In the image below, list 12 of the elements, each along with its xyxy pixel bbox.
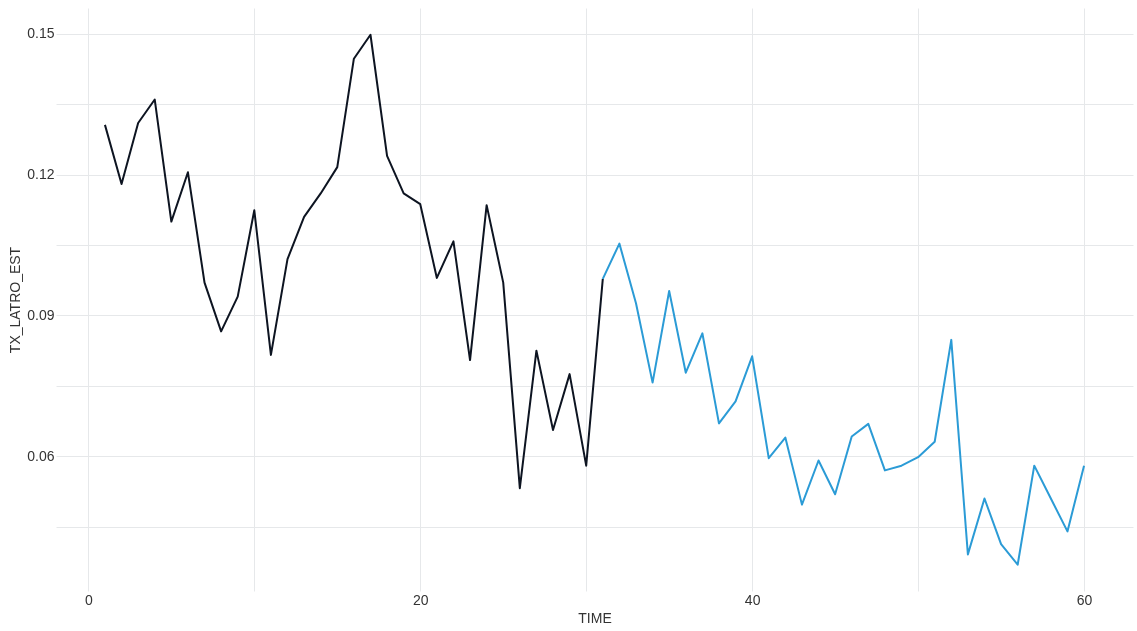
y-axis-title: TX_LATRO_EST xyxy=(7,246,24,354)
y-tick-label: 0.12 xyxy=(27,166,55,183)
line-series xyxy=(103,33,604,490)
y-tick-label: 0.06 xyxy=(27,447,55,464)
x-tick-label: 40 xyxy=(744,591,761,608)
line-series xyxy=(601,242,1086,566)
x-tick-label: 60 xyxy=(1076,591,1093,608)
y-tick-label: 0.15 xyxy=(27,25,55,42)
y-tick-label: 0.09 xyxy=(27,306,55,323)
x-tick-label: 20 xyxy=(412,591,429,608)
x-tick-label: 0 xyxy=(84,591,93,608)
x-axis-title: TIME xyxy=(578,609,612,626)
